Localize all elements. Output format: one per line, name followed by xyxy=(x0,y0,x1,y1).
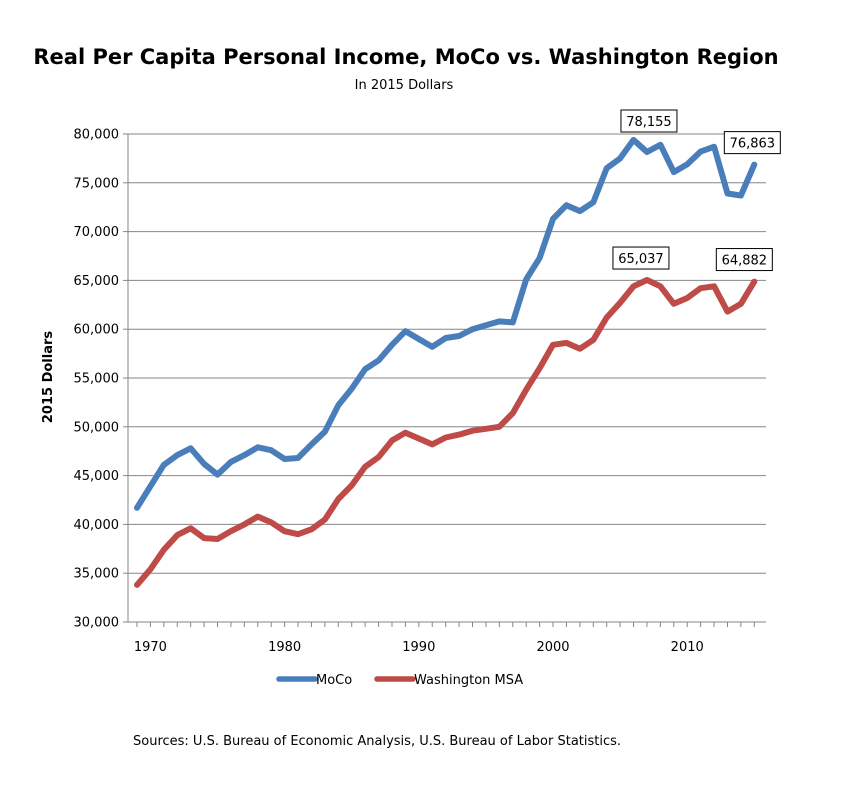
y-tick-label: 65,000 xyxy=(74,274,120,289)
y-tick-label: 70,000 xyxy=(74,225,120,240)
series-line-moco xyxy=(134,136,758,511)
x-tick-label: 1980 xyxy=(268,640,301,655)
data-label-callout: 65,037 xyxy=(612,246,670,270)
y-tick-labels: 30,000 35,000 40,000 45,000 50,000 55,000 60,0… xyxy=(74,128,120,631)
data-label-callout: 78,155 xyxy=(620,109,678,133)
data-label-callouts: 78,155 76,863 65,037 64,882 xyxy=(612,109,781,272)
series-line-washington-msa xyxy=(134,277,758,588)
legend: MoCo Washington MSA xyxy=(276,673,523,688)
callout-box xyxy=(620,109,678,133)
data-label: 78,155 xyxy=(626,115,672,130)
y-tick-label: 55,000 xyxy=(74,372,120,387)
gridlines xyxy=(128,133,766,574)
x-tick-labels: 1970 1980 1990 2000 2010 xyxy=(134,640,704,655)
data-label: 65,037 xyxy=(618,252,664,267)
data-label-callout: 76,863 xyxy=(723,131,781,155)
callout-box xyxy=(723,131,781,155)
data-label-callout: 64,882 xyxy=(715,248,773,272)
legend-label-washington-msa: Washington MSA xyxy=(414,673,523,688)
axes xyxy=(123,133,766,627)
data-label: 64,882 xyxy=(722,254,768,269)
x-tick-label: 2010 xyxy=(671,640,704,655)
y-tick-label: 60,000 xyxy=(74,323,120,338)
chart-title: Real Per Capita Personal Income, MoCo vs… xyxy=(33,45,778,69)
y-axis-label: 2015 Dollars xyxy=(41,331,56,424)
y-tick-label: 80,000 xyxy=(74,128,120,143)
y-tick-label: 50,000 xyxy=(74,420,120,435)
y-tick-label: 45,000 xyxy=(74,469,120,484)
y-tick-label: 35,000 xyxy=(74,567,120,582)
callout-box xyxy=(612,246,670,270)
y-tick-label: 75,000 xyxy=(74,176,120,191)
legend-label-moco: MoCo xyxy=(316,673,352,688)
source-note: Sources: U.S. Bureau of Economic Analysi… xyxy=(133,734,621,749)
callout-box xyxy=(715,248,773,272)
series-lines xyxy=(134,136,758,588)
x-tick-label: 1970 xyxy=(134,640,167,655)
x-tick-label: 1990 xyxy=(402,640,435,655)
x-tick-label: 2000 xyxy=(536,640,569,655)
y-tick-label: 30,000 xyxy=(74,616,120,631)
chart-subtitle: In 2015 Dollars xyxy=(355,78,454,93)
y-tick-label: 40,000 xyxy=(74,518,120,533)
data-label: 76,863 xyxy=(730,137,776,152)
